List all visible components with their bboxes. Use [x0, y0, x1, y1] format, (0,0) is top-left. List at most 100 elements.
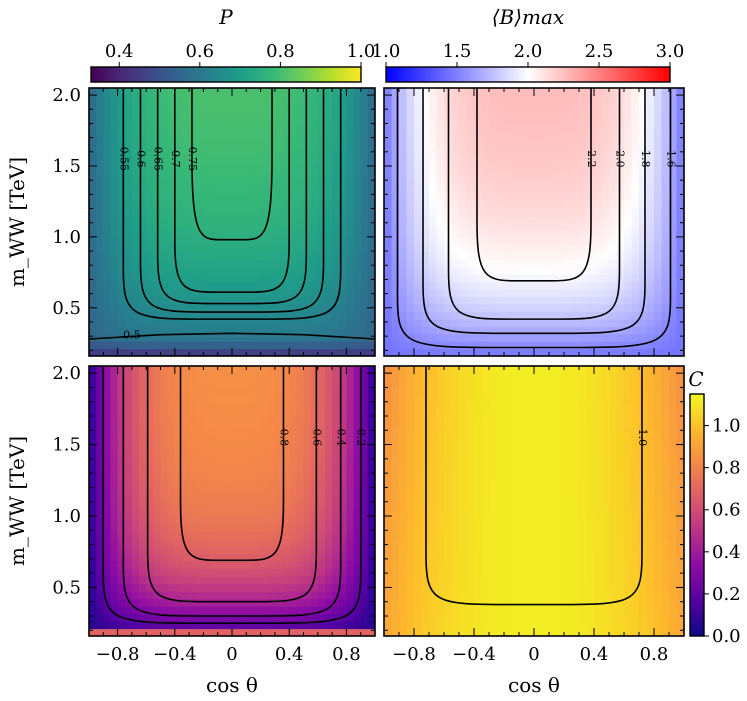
heatmap-cell: [406, 132, 415, 141]
heatmap-cell: [303, 259, 312, 268]
heatmap-cell: [360, 553, 369, 562]
heatmap-cell: [131, 396, 140, 405]
heatmap-cell: [549, 88, 558, 97]
heatmap-cell: [406, 568, 415, 577]
heatmap-cell: [541, 311, 550, 320]
heatmap-cell: [289, 155, 297, 164]
heatmap-cell: [367, 418, 375, 427]
heatmap-cell: [549, 184, 558, 193]
heatmap-cell: [367, 486, 375, 495]
heatmap-cell: [669, 251, 678, 260]
heatmap-cell: [274, 591, 283, 600]
heatmap-cell: [181, 162, 190, 171]
heatmap-cell: [196, 281, 204, 290]
heatmap-cell: [89, 433, 97, 442]
heatmap-cell: [174, 591, 183, 600]
heatmap-cell: [346, 463, 355, 472]
heatmap-cell: [367, 591, 375, 600]
heatmap-cell: [624, 199, 633, 208]
heatmap-cell: [609, 155, 618, 164]
heatmap-cell: [224, 561, 233, 570]
heatmap-cell: [317, 117, 326, 126]
heatmap-cell: [669, 229, 678, 238]
heatmap-cell: [526, 147, 535, 156]
heatmap-cell: [556, 251, 565, 260]
heatmap-cell: [594, 147, 603, 156]
heatmap-cell: [217, 125, 226, 134]
heatmap-cell: [131, 236, 140, 245]
heatmap-cell: [303, 598, 312, 607]
heatmap-cell: [139, 523, 147, 532]
heatmap-cell: [616, 169, 625, 178]
heatmap-cell: [436, 348, 445, 356]
heatmap-cell: [631, 236, 640, 245]
heatmap-cell: [451, 381, 460, 390]
heatmap-cell: [174, 471, 183, 480]
heatmap-cell: [661, 162, 670, 171]
heatmap-cell: [303, 132, 312, 141]
contours: 0.50.55 0.6 0.65 0.7 0.75: [89, 88, 375, 342]
heatmap-cell: [332, 95, 340, 104]
heatmap-cell: [224, 117, 233, 126]
heatmap-cell: [571, 155, 580, 164]
heatmap-cell: [139, 546, 147, 555]
heatmap-cell: [391, 628, 400, 636]
heatmap-cell: [289, 381, 297, 390]
heatmap-cell: [289, 501, 297, 510]
heatmap-cell: [436, 303, 445, 312]
heatmap-cell: [451, 341, 460, 350]
heatmap-cell: [246, 388, 255, 397]
heatmap-cell: [117, 486, 126, 495]
heatmap-cell: [360, 463, 369, 472]
x-tick-label: −0.4: [153, 644, 197, 665]
heatmap-cell: [339, 546, 347, 555]
heatmap-cell: [167, 576, 176, 585]
heatmap-cell: [436, 229, 445, 238]
heatmap-cell: [131, 568, 140, 577]
heatmap-cell: [391, 381, 400, 390]
heatmap-cell: [609, 177, 618, 186]
heatmap-cell: [367, 606, 375, 615]
heatmap-cell: [89, 266, 97, 275]
heatmap-cell: [296, 251, 305, 260]
heatmap-cell: [601, 229, 610, 238]
heatmap-cell: [474, 311, 483, 320]
heatmap-cell: [274, 110, 283, 119]
heatmap-cell: [556, 214, 565, 223]
heatmap-cell: [324, 140, 333, 149]
heatmap-cell: [339, 177, 347, 186]
heatmap-cell: [196, 102, 204, 111]
heatmap-cell: [324, 553, 333, 562]
heatmap-cell: [360, 403, 369, 412]
heatmap-cell: [586, 303, 595, 312]
heatmap-cell: [282, 229, 290, 238]
heatmap-cell: [353, 486, 362, 495]
heatmap-cell: [421, 162, 430, 171]
heatmap-cell: [267, 531, 276, 540]
heatmap-cell: [289, 110, 297, 119]
heatmap-cell: [646, 274, 655, 283]
heatmap-cell: [384, 184, 393, 193]
heatmap-cell: [444, 426, 453, 435]
heatmap-cell: [181, 426, 190, 435]
heatmap-cell: [481, 162, 490, 171]
heatmap-cell: [160, 568, 169, 577]
heatmap-cell: [459, 222, 468, 231]
heatmap-cell: [339, 553, 347, 562]
heatmap-cell: [661, 184, 670, 193]
heatmap-cell: [474, 147, 483, 156]
heatmap-cell: [451, 463, 460, 472]
heatmap-cell: [181, 583, 190, 592]
heatmap-cell: [124, 433, 133, 442]
heatmap-cell: [160, 222, 169, 231]
heatmap-cell: [444, 561, 453, 570]
heatmap-cell: [260, 110, 269, 119]
heatmap-cell: [414, 125, 423, 134]
heatmap-cell: [239, 411, 247, 420]
heatmap-cell: [146, 583, 154, 592]
heatmap-cell: [310, 606, 319, 615]
heatmap-cell: [274, 236, 283, 245]
heatmap-cell: [421, 591, 430, 600]
heatmap-cell: [324, 381, 333, 390]
heatmap-cell: [303, 155, 312, 164]
